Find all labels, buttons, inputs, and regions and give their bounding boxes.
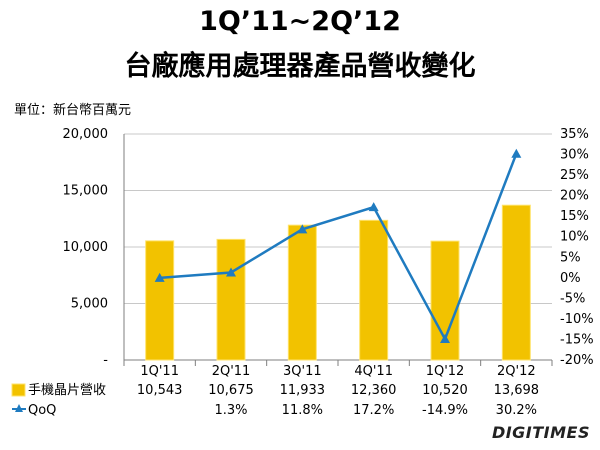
y-left-tick-label: - — [103, 353, 108, 368]
qoq-data-label: 30.2% — [496, 403, 537, 418]
revenue-bar — [145, 240, 175, 361]
qoq-marker — [368, 202, 379, 212]
revenue-data-label: 12,360 — [351, 383, 397, 398]
y-left-tick-label: 10,000 — [63, 240, 109, 255]
y-right-tick-label: 25% — [560, 168, 589, 183]
revenue-bar — [287, 224, 317, 361]
y-right-tick-label: 20% — [560, 189, 589, 204]
y-right-tick-label: 5% — [560, 250, 581, 265]
y-right-tick-label: 0% — [560, 271, 581, 286]
x-tick-label: 3Q'11 — [283, 364, 322, 379]
qoq-marker — [226, 267, 236, 277]
qoq-legend-marker — [15, 404, 23, 412]
y-left-tick-label: 15,000 — [63, 184, 109, 199]
qoq-data-label: 1.3% — [214, 403, 247, 418]
y-right-tick-label: 30% — [560, 148, 589, 163]
qoq-marker — [511, 148, 522, 158]
chart-subtitle: 台廠應用處理器產品營收變化 — [124, 51, 476, 82]
digitimes-logo: DIGITIMES — [491, 423, 590, 442]
qoq-marker — [297, 224, 308, 234]
y-right-tick-label: 15% — [560, 209, 589, 224]
x-tick-label: 2Q'12 — [497, 364, 536, 379]
chart-title: 1Q’11~2Q’12 — [199, 6, 401, 37]
revenue-data-label: 10,520 — [422, 383, 468, 398]
qoq-data-label: 11.8% — [282, 403, 323, 418]
y-right-tick-label: 35% — [560, 127, 589, 142]
y-left-tick-label: 20,000 — [63, 127, 109, 142]
y-left-tick-label: 5,000 — [71, 297, 108, 312]
x-tick-label: 1Q'11 — [140, 364, 179, 379]
revenue-legend-label: 手機晶片營收 — [28, 383, 106, 398]
revenue-bar — [216, 238, 246, 361]
revenue-data-label: 10,675 — [208, 383, 254, 398]
y-right-tick-label: -5% — [560, 291, 585, 306]
revenue-data-label: 11,933 — [280, 383, 326, 398]
x-tick-label: 2Q'11 — [212, 364, 251, 379]
x-tick-label: 4Q'11 — [354, 364, 393, 379]
qoq-marker — [154, 272, 165, 282]
y-right-tick-label: -10% — [560, 312, 594, 327]
qoq-line — [159, 153, 518, 343]
y-right-tick-label: 10% — [560, 230, 589, 245]
unit-label: 單位：新台幣百萬元 — [14, 103, 132, 118]
revenue-legend-swatch — [11, 383, 26, 397]
qoq-data-label: 17.2% — [353, 403, 394, 418]
revenue-data-label: 10,543 — [137, 383, 183, 398]
qoq-legend-label: QoQ — [28, 403, 56, 418]
revenue-data-label: 13,698 — [494, 383, 540, 398]
y-right-tick-label: -15% — [560, 332, 594, 347]
qoq-data-label: -14.9% — [422, 403, 468, 418]
y-right-tick-label: -20% — [560, 353, 594, 368]
revenue-bar — [501, 204, 531, 361]
x-tick-label: 1Q'12 — [426, 364, 465, 379]
revenue-bar — [359, 219, 389, 361]
qoq-marker — [440, 334, 450, 344]
